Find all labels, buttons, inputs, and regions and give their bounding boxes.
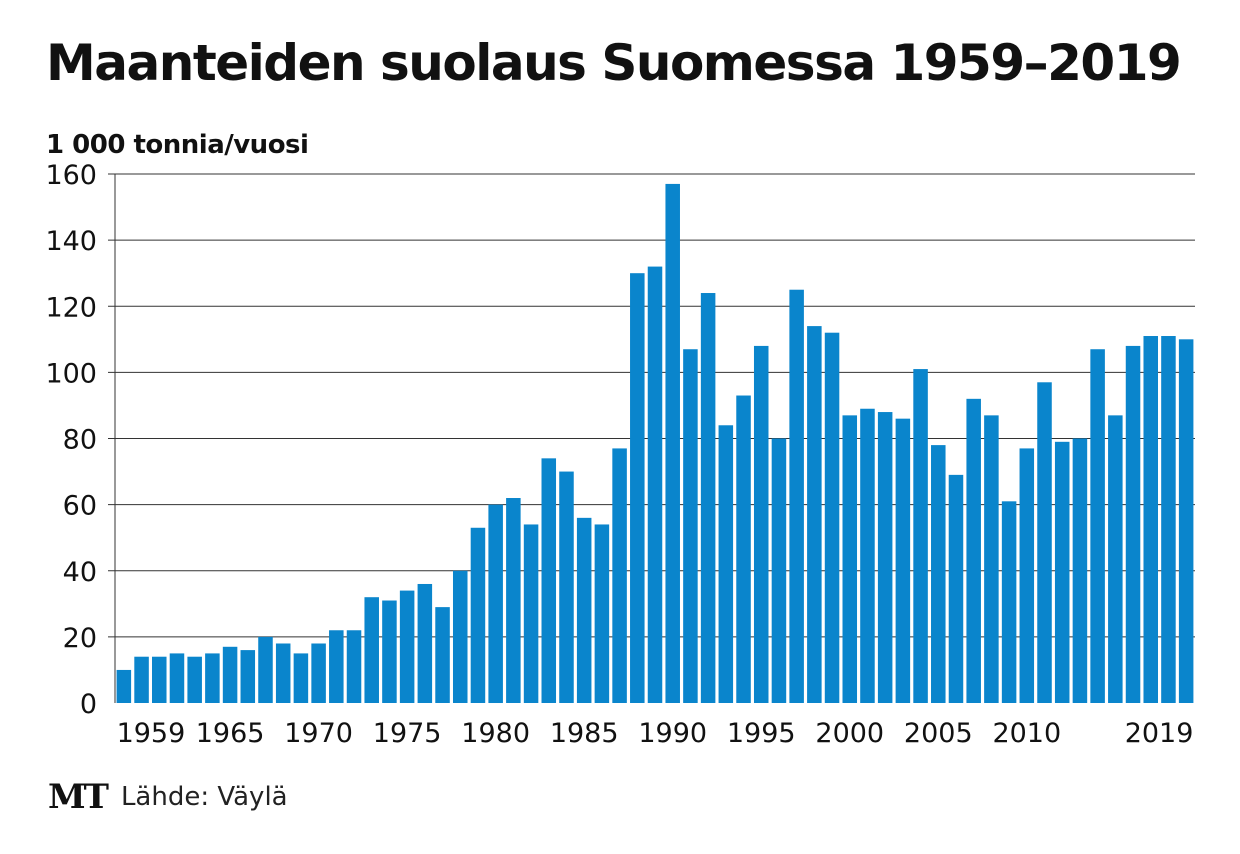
bar-1992 <box>700 293 716 703</box>
bar-2001 <box>860 408 875 703</box>
bar-1965 <box>222 646 238 703</box>
x-tick-label: 1970 <box>284 718 353 749</box>
bar-1961 <box>152 656 167 703</box>
x-tick-label: 2019 <box>1125 718 1194 749</box>
y-tick-label: 160 <box>45 160 97 191</box>
x-tick-labels: 1959 1965 1970 1975 1980 1985 1990 1995 2000 2005… <box>117 718 1194 749</box>
y-tick-label: 20 <box>63 623 97 654</box>
y-tick-label: 60 <box>63 491 97 522</box>
bar-2015 <box>1108 415 1123 703</box>
y-axis-unit-label: 1 000 tonnia/vuosi <box>46 130 309 160</box>
bar-1974 <box>382 600 397 703</box>
bar-2014 <box>1090 349 1105 703</box>
bar-1972 <box>346 630 362 703</box>
bar-1995 <box>753 345 769 703</box>
y-tick-label: 140 <box>45 226 97 257</box>
bar-1998 <box>807 326 822 703</box>
bar-1981 <box>506 498 521 703</box>
bar-1983 <box>541 458 557 703</box>
bar-2011 <box>1037 382 1052 703</box>
bar-2012 <box>1054 441 1070 703</box>
bar-2008 <box>984 415 999 703</box>
bar-1970 <box>311 643 326 703</box>
bar-1986 <box>594 524 610 703</box>
x-tick-label: 2005 <box>904 718 973 749</box>
bar-1993 <box>718 425 734 703</box>
bar-1991 <box>683 349 698 703</box>
bar-1968 <box>275 643 291 703</box>
bar-1964 <box>205 653 220 703</box>
bars <box>116 183 1194 704</box>
y-tick-label: 40 <box>63 557 97 588</box>
x-tick-label: 1990 <box>638 718 707 749</box>
bar-1979 <box>470 527 486 703</box>
bar-1980 <box>488 504 503 704</box>
bar-1966 <box>240 650 256 703</box>
bar-1969 <box>293 653 309 703</box>
bar-2018 <box>1161 336 1176 703</box>
bar-2017 <box>1143 336 1158 703</box>
bar-1988 <box>630 273 645 703</box>
x-tick-label: 2010 <box>992 718 1061 749</box>
y-tick-label: 120 <box>45 292 97 323</box>
bar-2007 <box>966 398 981 703</box>
bar-2009 <box>1001 501 1017 703</box>
bar-2006 <box>948 474 964 703</box>
bar-2019 <box>1178 339 1194 703</box>
y-tick-label: 100 <box>45 358 97 389</box>
source-note: Lähde: Väylä <box>120 782 288 812</box>
bar-1989 <box>647 266 663 703</box>
bar-1997 <box>789 289 804 703</box>
bar-2004 <box>913 369 928 703</box>
bar-1971 <box>329 630 344 703</box>
bar-1975 <box>399 590 415 703</box>
x-tick-label: 1980 <box>461 718 530 749</box>
bar-1984 <box>559 471 574 703</box>
y-tick-label: 0 <box>80 689 97 720</box>
bar-1962 <box>169 653 185 703</box>
x-tick-label: 1995 <box>727 718 796 749</box>
bar-1973 <box>364 597 379 703</box>
bar-1999 <box>824 332 840 703</box>
x-tick-label: 1959 <box>117 718 186 749</box>
y-tick-labels: 0 20 40 60 80 100 120 140 160 <box>45 160 97 720</box>
bar-1990 <box>665 183 680 704</box>
x-tick-label: 1965 <box>196 718 265 749</box>
x-tick-label: 1975 <box>373 718 442 749</box>
bar-1982 <box>523 524 539 703</box>
bar-2010 <box>1019 448 1035 703</box>
bar-1977 <box>435 607 450 703</box>
footer: MT Lähde: Väylä <box>48 777 288 817</box>
bar-2016 <box>1125 345 1141 703</box>
bar-1987 <box>612 448 627 703</box>
bar-1994 <box>736 395 751 703</box>
chart-title: Maanteiden suolaus Suomessa 1959–2019 <box>46 34 1182 92</box>
bar-1996 <box>771 438 787 703</box>
bar-1978 <box>452 570 468 703</box>
bar-1967 <box>258 636 273 704</box>
bar-1985 <box>576 517 592 703</box>
bar-1976 <box>417 583 433 703</box>
bar-1959 <box>116 669 132 703</box>
bar-2000 <box>842 415 858 703</box>
mt-logo: MT <box>48 777 109 817</box>
bar-2005 <box>931 445 946 703</box>
bar-1960 <box>134 656 149 703</box>
bar-2002 <box>877 412 893 703</box>
y-tick-label: 80 <box>63 425 97 456</box>
x-tick-label: 1985 <box>550 718 619 749</box>
x-tick-label: 2000 <box>815 718 884 749</box>
bar-1963 <box>187 656 202 703</box>
bar-2013 <box>1072 438 1088 703</box>
bar-2003 <box>895 418 911 703</box>
